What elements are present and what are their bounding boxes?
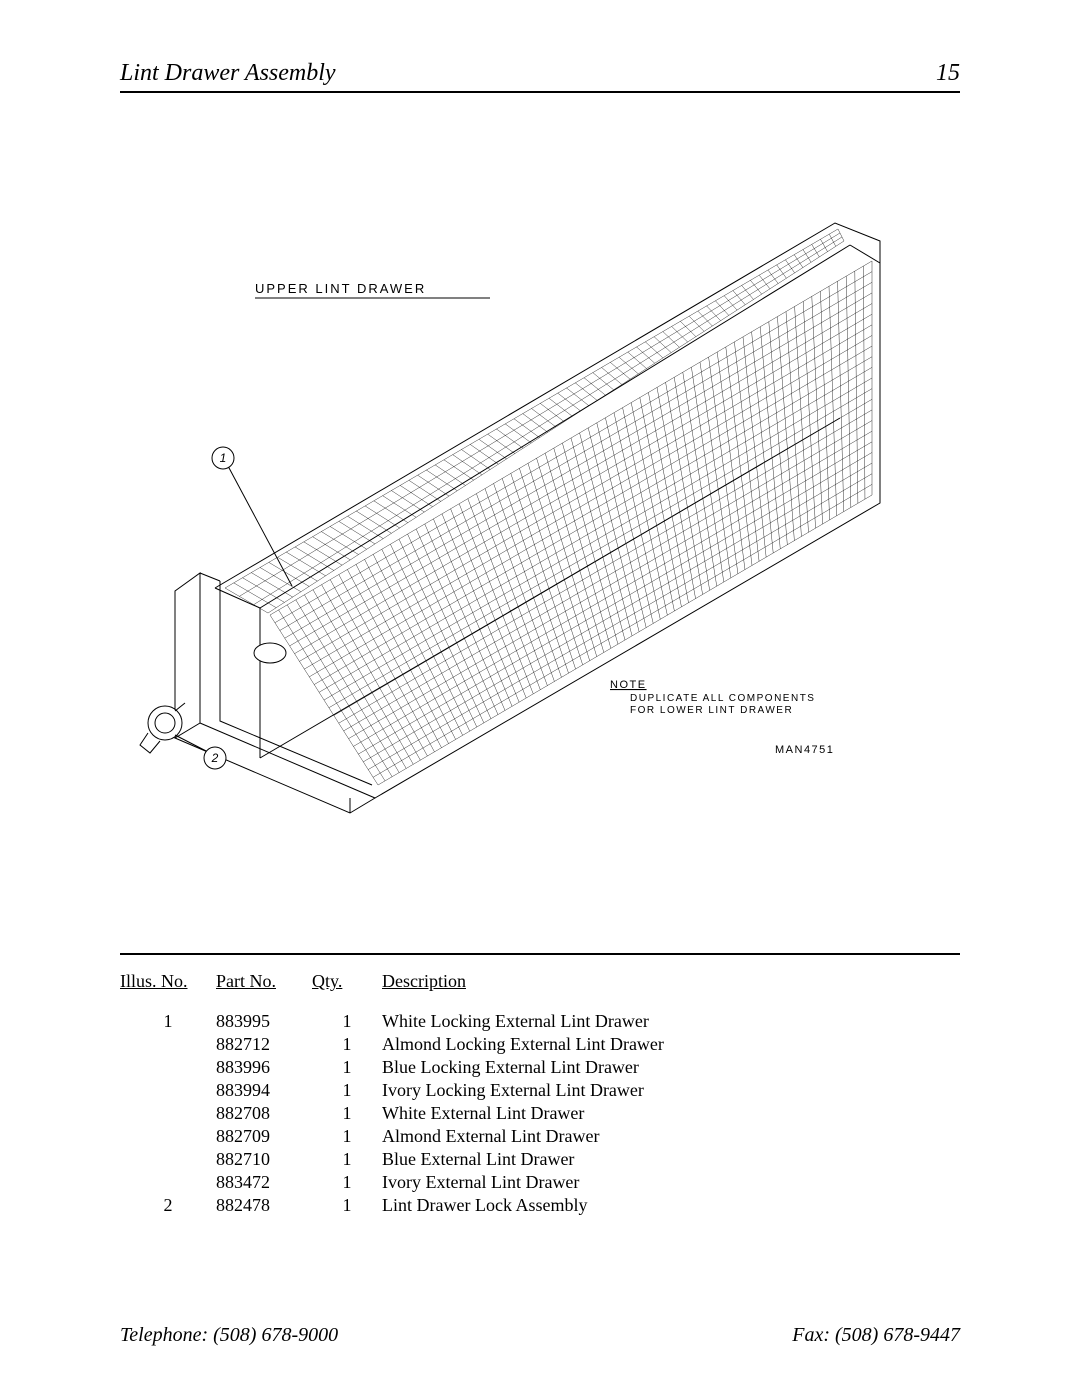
cell-part: 883996 [216, 1056, 312, 1079]
cell-part: 882710 [216, 1148, 312, 1171]
table-row: 18839951White Locking External Lint Draw… [120, 1010, 960, 1033]
drawer-outline [175, 223, 880, 813]
footer-fax: Fax: (508) 678-9447 [792, 1324, 960, 1347]
table-row: 8839941Ivory Locking External Lint Drawe… [120, 1079, 960, 1102]
cell-desc: Almond Locking External Lint Drawer [382, 1033, 960, 1056]
cell-qty: 1 [312, 1102, 382, 1125]
assembly-diagram: UPPER LINT DRAWER NOTE DUPLICATE ALL COM… [120, 133, 960, 913]
cell-part: 883994 [216, 1079, 312, 1102]
th-desc: Description [382, 971, 960, 1010]
cell-desc: Ivory Locking External Lint Drawer [382, 1079, 960, 1102]
cell-qty: 1 [312, 1033, 382, 1056]
drawing-id: MAN4751 [775, 744, 834, 756]
parts-table: Illus. No. Part No. Qty. Description 188… [120, 971, 960, 1217]
drawer-handle [254, 643, 286, 663]
table-row: 28824781Lint Drawer Lock Assembly [120, 1194, 960, 1217]
cell-illus [120, 1079, 216, 1102]
diagram-note-line2: FOR LOWER LINT DRAWER [630, 705, 793, 716]
cell-illus [120, 1033, 216, 1056]
table-row: 8827091Almond External Lint Drawer [120, 1125, 960, 1148]
diagram-caption: UPPER LINT DRAWER [255, 281, 426, 296]
table-top-divider [120, 953, 960, 955]
callout-2: 2 [175, 735, 226, 769]
table-row: 8827081White External Lint Drawer [120, 1102, 960, 1125]
cell-qty: 1 [312, 1010, 382, 1033]
cell-part: 883472 [216, 1171, 312, 1194]
cell-illus [120, 1056, 216, 1079]
th-part: Part No. [216, 971, 312, 1010]
cell-part: 883995 [216, 1010, 312, 1033]
table-row: 8827101Blue External Lint Drawer [120, 1148, 960, 1171]
cell-qty: 1 [312, 1079, 382, 1102]
cell-desc: Lint Drawer Lock Assembly [382, 1194, 960, 1217]
callout-1-label: 1 [220, 451, 227, 465]
page-title: Lint Drawer Assembly [120, 60, 336, 87]
cell-illus [120, 1148, 216, 1171]
lint-drawer-svg: UPPER LINT DRAWER NOTE DUPLICATE ALL COM… [120, 133, 960, 913]
cell-part: 882712 [216, 1033, 312, 1056]
cell-illus [120, 1171, 216, 1194]
cell-illus [120, 1102, 216, 1125]
cell-qty: 1 [312, 1056, 382, 1079]
table-row: 8827121Almond Locking External Lint Draw… [120, 1033, 960, 1056]
th-illus: Illus. No. [120, 971, 216, 1010]
page-footer: Telephone: (508) 678-9000 Fax: (508) 678… [120, 1324, 960, 1347]
cell-part: 882709 [216, 1125, 312, 1148]
cell-qty: 1 [312, 1171, 382, 1194]
page-header: Lint Drawer Assembly 15 [120, 60, 960, 93]
diagram-note-heading: NOTE [610, 679, 647, 691]
diagram-note-line1: DUPLICATE ALL COMPONENTS [630, 693, 815, 704]
table-row: 8839961Blue Locking External Lint Drawer [120, 1056, 960, 1079]
cell-desc: Almond External Lint Drawer [382, 1125, 960, 1148]
cell-illus: 1 [120, 1010, 216, 1033]
page-number: 15 [936, 60, 960, 87]
lock-assembly [140, 703, 185, 753]
cell-illus [120, 1125, 216, 1148]
cell-part: 882478 [216, 1194, 312, 1217]
callout-2-label: 2 [211, 751, 219, 765]
cell-part: 882708 [216, 1102, 312, 1125]
cell-desc: White Locking External Lint Drawer [382, 1010, 960, 1033]
footer-telephone: Telephone: (508) 678-9000 [120, 1324, 338, 1347]
cell-illus: 2 [120, 1194, 216, 1217]
cell-desc: Ivory External Lint Drawer [382, 1171, 960, 1194]
cell-qty: 1 [312, 1148, 382, 1171]
cell-qty: 1 [312, 1125, 382, 1148]
cell-desc: White External Lint Drawer [382, 1102, 960, 1125]
table-row: 8834721Ivory External Lint Drawer [120, 1171, 960, 1194]
callout-1: 1 [212, 447, 292, 586]
cell-qty: 1 [312, 1194, 382, 1217]
cell-desc: Blue Locking External Lint Drawer [382, 1056, 960, 1079]
th-qty: Qty. [312, 971, 382, 1010]
table-header-row: Illus. No. Part No. Qty. Description [120, 971, 960, 1010]
cell-desc: Blue External Lint Drawer [382, 1148, 960, 1171]
